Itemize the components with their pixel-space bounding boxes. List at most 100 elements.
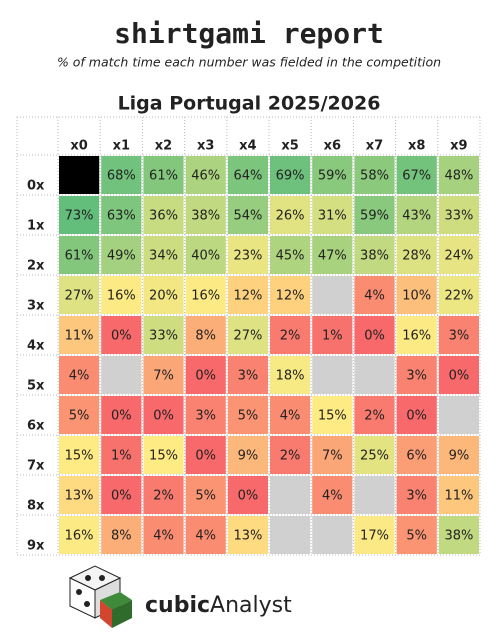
heat-cell: [270, 236, 311, 274]
heat-cell: [396, 276, 437, 314]
heat-cell: [59, 356, 100, 394]
cell-label: 15%: [318, 409, 347, 424]
cell-label: 61%: [149, 169, 178, 184]
row-label: 5x: [27, 379, 45, 394]
cell-label: 4%: [153, 529, 174, 544]
heat-cell: [312, 196, 353, 234]
heat-cell: [438, 356, 479, 394]
heat-cell: [59, 316, 100, 354]
cell-label: 38%: [444, 529, 473, 544]
cell-label: 59%: [360, 209, 389, 224]
heat-cell: [354, 356, 395, 394]
heat-cell: [270, 476, 311, 514]
heat-cell: [227, 516, 268, 554]
cell-label: 15%: [149, 449, 178, 464]
cell-label: 64%: [233, 169, 262, 184]
heat-cell: [101, 356, 142, 394]
heat-cell: [312, 436, 353, 474]
heat-cell: [59, 196, 100, 234]
cell-label: 24%: [444, 249, 473, 264]
column-label: x0: [70, 139, 87, 154]
cell-label: 2%: [153, 489, 174, 504]
heat-cell: [354, 436, 395, 474]
heat-cell: [438, 436, 479, 474]
heat-cell: [438, 276, 479, 314]
heat-cell: [396, 516, 437, 554]
cell-label: 4%: [69, 369, 90, 384]
heat-cell: [185, 396, 226, 434]
heat-cell: [312, 516, 353, 554]
heat-cell: [438, 156, 479, 194]
heat-cell: [101, 396, 142, 434]
column-label: x4: [239, 139, 256, 154]
cell-label: 2%: [280, 329, 301, 344]
brand-bold: cubic: [145, 593, 210, 618]
heat-cell: [396, 396, 437, 434]
heat-cell: [354, 156, 395, 194]
heat-cell: [227, 316, 268, 354]
cell-label: 8%: [195, 329, 216, 344]
heat-cell: [270, 156, 311, 194]
heat-cell: [101, 516, 142, 554]
cell-label: 12%: [233, 289, 262, 304]
heat-cell: [143, 276, 184, 314]
heat-cell: [227, 236, 268, 274]
cell-label: 27%: [233, 329, 262, 344]
cell-label: 25%: [360, 449, 389, 464]
heat-cell: [438, 236, 479, 274]
heat-cell: [143, 236, 184, 274]
cell-label: 27%: [65, 289, 94, 304]
heat-cell: [270, 356, 311, 394]
cell-label: 15%: [65, 449, 94, 464]
heat-cell: [312, 276, 353, 314]
cell-label: 6%: [406, 449, 427, 464]
cell-label: 48%: [444, 169, 473, 184]
chart-heading: Liga Portugal 2025/2026: [118, 93, 381, 115]
heat-cell: [438, 316, 479, 354]
heat-cell: [312, 476, 353, 514]
heat-cell: [354, 476, 395, 514]
heat-cell: [312, 396, 353, 434]
heat-cell: [101, 476, 142, 514]
cell-label: 61%: [65, 249, 94, 264]
cell-label: 0%: [195, 449, 216, 464]
heat-cell: [101, 316, 142, 354]
cell-label: 26%: [276, 209, 305, 224]
heat-cell: [185, 316, 226, 354]
heat-cell: [354, 276, 395, 314]
heat-cell: [185, 436, 226, 474]
heat-cell: [312, 316, 353, 354]
heat-cell: [396, 316, 437, 354]
cell-label: 0%: [153, 409, 174, 424]
cell-label: 5%: [69, 409, 90, 424]
cell-label: 9%: [238, 449, 259, 464]
column-label: x1: [113, 139, 130, 154]
cell-label: 16%: [65, 529, 94, 544]
heat-cell: [143, 356, 184, 394]
heat-cell: [438, 396, 479, 434]
cell-label: 9%: [449, 449, 470, 464]
cell-label: 3%: [406, 369, 427, 384]
heat-cell: [438, 516, 479, 554]
heat-cell: [227, 276, 268, 314]
heat-cell: [438, 476, 479, 514]
cell-label: 38%: [191, 209, 220, 224]
column-label: x7: [366, 139, 383, 154]
cell-label: 0%: [238, 489, 259, 504]
cell-label: 68%: [107, 169, 136, 184]
logo: [68, 565, 132, 628]
page-title: shirtgami report: [114, 17, 384, 50]
cell-label: 46%: [191, 169, 220, 184]
cell-label: 43%: [402, 209, 431, 224]
heat-cell: [396, 236, 437, 274]
cell-label: 7%: [153, 369, 174, 384]
row-label: 0x: [27, 179, 45, 194]
cell-label: 49%: [107, 249, 136, 264]
row-label: 9x: [27, 539, 45, 554]
row-label: 1x: [27, 219, 45, 234]
cell-label: 0%: [111, 329, 132, 344]
cell-label: 31%: [318, 209, 347, 224]
heat-cell: [59, 436, 100, 474]
cell-label: 2%: [280, 449, 301, 464]
row-label: 4x: [27, 339, 45, 354]
